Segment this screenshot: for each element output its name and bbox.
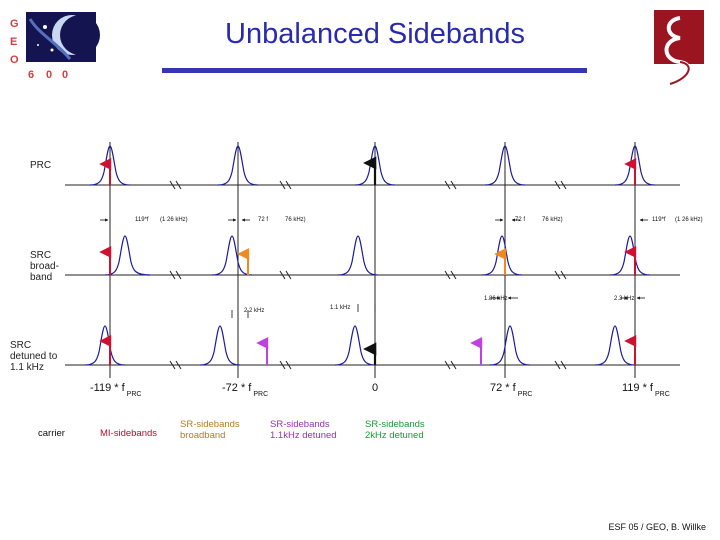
geo600-logo-graphic (26, 12, 100, 62)
prc-annot-d2: (1 26 kHz) (675, 217, 703, 223)
curve-bb-1 (104, 235, 151, 276)
esf-logo-graphic (654, 10, 704, 86)
title-rule (162, 68, 587, 73)
break-det-2 (279, 360, 292, 370)
slide-title: Unbalanced Sidebands (225, 18, 525, 50)
prc-annot-b1: 72 f (258, 217, 269, 223)
break-bb-3 (444, 270, 457, 280)
row-label-src-broadband: SRC broad- band (30, 250, 59, 283)
axis-label-minus-119: -119 * fPRC (90, 382, 141, 399)
geo600-logo: G E O 6 0 0 (0, 5, 100, 85)
prc-annot-d1: 119*f (652, 217, 666, 223)
vertical-guides (109, 142, 636, 378)
curve-det-4 (489, 325, 531, 366)
logo-digit-0a: 0 (46, 69, 53, 81)
legend-sr-1k1-detuned: SR-sidebands 1.1kHz detuned (270, 419, 337, 441)
prc-annot-c2: 76 kHz) (542, 217, 563, 223)
curve-det-1 (84, 325, 126, 366)
sr-broadband-arrows (237, 248, 507, 275)
axis-breaks (169, 180, 567, 370)
bb-annot-c: 1.86 kHz (484, 296, 508, 302)
break-det-4 (554, 360, 567, 370)
curve-prc-1 (89, 145, 131, 186)
prc-annot-a1: 119*f (135, 217, 149, 223)
bb-annot-a: 2.2 kHz (244, 308, 265, 314)
curve-prc-2 (217, 145, 259, 186)
bb-annot-d: 2.3 kHz (614, 296, 635, 302)
break-prc-2 (279, 180, 292, 190)
axis-label-zero: 0 (372, 383, 378, 394)
axis-label-plus-119: 119 * fPRC (622, 382, 670, 399)
axis-label-minus-119-text: -119 * f (90, 382, 125, 394)
legend-sr-broadband: SR-sidebands broadband (180, 419, 240, 441)
row-label-src-detuned: SRC detuned to 1.1 kHz (10, 340, 58, 373)
footer-credit: ESF 05 / GEO, B. Willke (608, 522, 706, 532)
row-baselines (65, 184, 680, 366)
curve-prc-5 (614, 145, 656, 186)
break-det-1 (169, 360, 182, 370)
prc-annot-b2: 76 kHz) (285, 217, 306, 223)
curve-bb-4 (481, 235, 523, 276)
curve-prc-4 (484, 145, 526, 186)
dimension-marks (100, 218, 648, 318)
resonance-curves (84, 145, 656, 366)
axis-label-plus-119-sub: PRC (655, 391, 670, 398)
axis-label-plus-119-text: 119 * f (622, 382, 653, 394)
prc-annot-a2: (1 26 kHz) (160, 217, 188, 223)
break-bb-4 (554, 270, 567, 280)
axis-label-minus-72: -72 * fPRC (222, 382, 268, 399)
logo-digit-0b: 0 (62, 69, 69, 81)
prc-annot-c1: 72 f (515, 217, 526, 223)
curve-det-5 (594, 325, 636, 366)
sr-detuned-arrows (256, 337, 483, 365)
axis-label-zero-text: 0 (372, 382, 379, 394)
logo-letter-e: E (10, 36, 18, 48)
break-bb-2 (279, 270, 292, 280)
curve-bb-3 (337, 235, 379, 276)
axis-label-minus-119-sub: PRC (126, 391, 142, 398)
esf-logo (640, 8, 710, 90)
legend-mi-sidebands: MI-sidebands (100, 428, 158, 439)
break-prc-4 (554, 180, 567, 190)
logo-letter-g: G (10, 18, 19, 30)
logo-digit-6: 6 (28, 69, 35, 81)
row-label-prc: PRC (30, 160, 52, 171)
axis-label-minus-72-sub: PRC (253, 391, 269, 398)
curve-det-2 (199, 325, 241, 366)
mi-sideband-arrows (99, 158, 637, 365)
curve-bb-5 (609, 235, 651, 276)
axis-label-plus-72-sub: PRC (517, 391, 533, 398)
bb-annot-b: 1.1 kHz (330, 305, 351, 311)
axis-label-plus-72: 72 * fPRC (490, 382, 532, 399)
break-bb-1 (169, 270, 182, 280)
curve-bb-2 (211, 235, 253, 276)
curve-det-3 (334, 325, 376, 366)
legend-carrier: carrier (38, 428, 65, 439)
legend-sr-2k-detuned: SR-sidebands 2kHz detuned (365, 419, 425, 441)
curve-prc-3 (354, 145, 396, 186)
break-det-3 (444, 360, 457, 370)
logo-letter-o: O (10, 54, 19, 66)
break-prc-3 (444, 180, 457, 190)
axis-label-plus-72-text: 72 * f (490, 382, 516, 394)
axis-label-minus-72-text: -72 * f (222, 382, 252, 394)
break-prc-1 (169, 180, 182, 190)
